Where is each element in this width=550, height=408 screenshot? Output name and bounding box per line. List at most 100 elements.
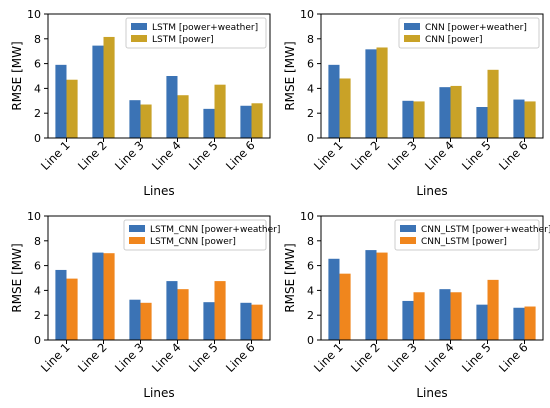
x-tick-label: Line 2 — [75, 138, 110, 173]
bar-b-5 — [214, 281, 226, 340]
y-tick-label: 0 — [34, 132, 41, 145]
bar-b-4 — [450, 292, 462, 340]
x-tick-label: Line 2 — [348, 138, 383, 173]
legend-swatch — [131, 23, 147, 30]
x-axis-label: Lines — [416, 184, 447, 198]
bar-a-4 — [166, 76, 178, 138]
y-tick-label: 0 — [307, 334, 314, 347]
legend-swatch — [131, 35, 147, 42]
legend-swatch — [400, 225, 416, 232]
axes-frame — [47, 13, 271, 139]
legend: CNN [power+weather] CNN [power] — [398, 17, 540, 49]
bar-b-2 — [103, 36, 115, 138]
x-tick-label: Line 1 — [38, 138, 73, 173]
bar-a-6 — [240, 302, 252, 340]
bar-b-4 — [177, 95, 189, 138]
x-tick-label: Line 3 — [112, 340, 147, 375]
y-tick-label: 4 — [34, 82, 41, 95]
axes-frame — [320, 215, 544, 341]
x-tick-label: Line 4 — [149, 138, 184, 173]
x-tick-label: Line 1 — [38, 340, 73, 375]
bar-b-4 — [177, 289, 189, 340]
bar-b-3 — [413, 101, 425, 138]
legend-box — [398, 17, 540, 49]
y-axis-label: RMSE [MW] — [283, 41, 297, 110]
y-tick-label: 8 — [307, 235, 314, 248]
bar-a-6 — [513, 99, 525, 138]
y-tick-label: 4 — [307, 284, 314, 297]
y-axis-label: RMSE [MW] — [283, 243, 297, 312]
bar-a-4 — [439, 289, 451, 340]
legend-label: CNN [power] — [425, 35, 482, 45]
bar-a-5 — [476, 304, 488, 340]
y-tick-label: 6 — [34, 260, 41, 273]
bar-a-5 — [476, 107, 488, 138]
x-tick-label: Line 5 — [186, 340, 221, 375]
x-tick-label: Line 4 — [149, 340, 184, 375]
x-axis-label: Lines — [143, 184, 174, 198]
y-tick-label: 2 — [307, 309, 314, 322]
legend-label: LSTM_CNN [power] — [150, 237, 236, 247]
bar-b-3 — [413, 292, 425, 340]
y-axis-label: RMSE [MW] — [10, 41, 24, 110]
x-tick-label: Line 2 — [75, 340, 110, 375]
y-tick-label: 4 — [34, 284, 41, 297]
x-tick-label: Line 6 — [496, 138, 531, 173]
legend-swatch — [129, 225, 145, 232]
x-tick-label: Line 3 — [385, 340, 420, 375]
x-tick-label: Line 1 — [311, 340, 346, 375]
bar-b-5 — [214, 84, 226, 138]
bar-a-1 — [328, 258, 340, 340]
y-tick-label: 6 — [307, 260, 314, 273]
x-tick-label: Line 6 — [223, 340, 258, 375]
x-tick-label: Line 3 — [385, 138, 420, 173]
y-tick-label: 10 — [27, 210, 41, 223]
bar-b-1 — [339, 78, 351, 138]
x-tick-label: Line 1 — [311, 138, 346, 173]
legend-label: LSTM_CNN [power+weather] — [150, 225, 280, 235]
y-tick-label: 0 — [34, 334, 41, 347]
axes-frame — [320, 13, 544, 139]
bar-a-1 — [55, 64, 67, 138]
legend-box — [123, 219, 267, 251]
y-tick-label: 0 — [307, 132, 314, 145]
y-tick-label: 8 — [34, 33, 41, 46]
bar-a-4 — [439, 87, 451, 138]
bar-b-5 — [487, 69, 499, 138]
bar-b-1 — [339, 273, 351, 340]
bar-a-3 — [402, 300, 414, 340]
legend-swatch — [404, 23, 420, 30]
bar-a-3 — [129, 299, 141, 340]
bar-a-2 — [365, 250, 377, 340]
x-tick-label: Line 4 — [422, 138, 457, 173]
legend-label: LSTM [power] — [152, 35, 214, 45]
bar-b-2 — [376, 47, 388, 139]
y-tick-label: 8 — [307, 33, 314, 46]
bar-a-1 — [55, 269, 67, 340]
bar-b-3 — [140, 104, 152, 138]
legend: CNN_LSTM [power+weather] CNN_LSTM [power] — [394, 219, 550, 251]
legend: LSTM [power+weather] LSTM [power] — [125, 17, 267, 49]
bar-b-6 — [251, 304, 263, 340]
x-tick-label: Line 4 — [422, 340, 457, 375]
chart-panel-3: 0 2 4 6 8 10 Line 1 Line 2 Line 3 Line 4 Line 5 Lin… — [10, 210, 280, 400]
bar-a-4 — [166, 281, 178, 340]
legend: LSTM_CNN [power+weather] LSTM_CNN [power] — [123, 219, 280, 251]
bar-a-2 — [92, 252, 104, 340]
legend-box — [394, 219, 540, 251]
legend-label: LSTM [power+weather] — [152, 23, 258, 33]
y-tick-label: 8 — [34, 235, 41, 248]
bar-a-2 — [92, 45, 104, 139]
x-tick-label: Line 5 — [459, 138, 494, 173]
legend-label: CNN_LSTM [power] — [421, 237, 507, 247]
bar-b-3 — [140, 302, 152, 340]
legend-label: CNN_LSTM [power+weather] — [421, 225, 550, 235]
y-tick-label: 2 — [34, 309, 41, 322]
y-tick-label: 4 — [307, 82, 314, 95]
bar-b-4 — [450, 85, 462, 138]
x-tick-label: Line 2 — [348, 340, 383, 375]
x-tick-label: Line 5 — [459, 340, 494, 375]
y-axis-label: RMSE [MW] — [10, 243, 24, 312]
